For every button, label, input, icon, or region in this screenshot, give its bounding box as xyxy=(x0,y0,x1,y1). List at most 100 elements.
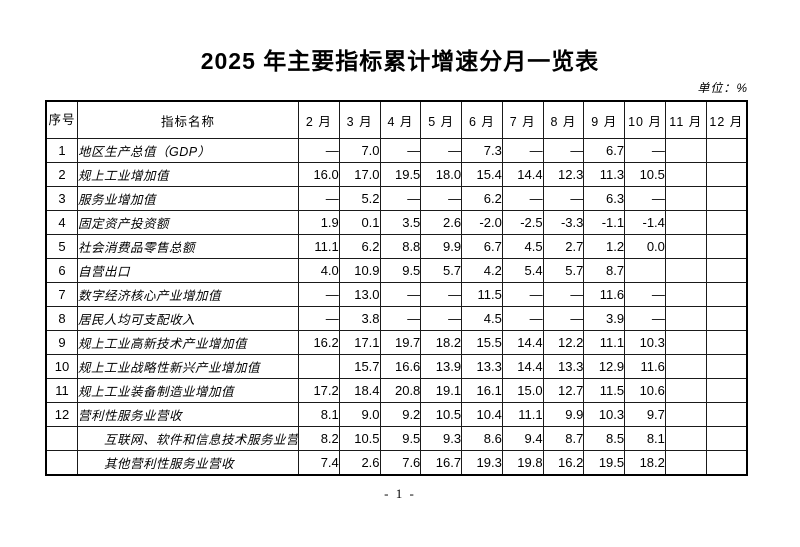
value-cell: 5.4 xyxy=(501,258,544,283)
value-cell: 19.3 xyxy=(461,450,503,476)
row-seq: 8 xyxy=(45,306,78,331)
table-row: 8 居民人均可支配收入 —3.8— —4.5— —3.9— xyxy=(45,306,748,331)
row-name: 服务业增加值 xyxy=(77,186,299,211)
value-cell: 12.2 xyxy=(542,330,585,355)
value-cell: — xyxy=(379,138,422,163)
header-month: 11 月 xyxy=(664,100,707,139)
value-cell: 2.6 xyxy=(420,210,463,235)
row-seq: 2 xyxy=(45,162,78,187)
value-cell: 10.9 xyxy=(338,258,381,283)
value-cell: 12.3 xyxy=(542,162,585,187)
value-cell: — xyxy=(298,282,340,307)
value-cell: 8.1 xyxy=(298,402,340,427)
value-cell xyxy=(705,162,748,187)
table-row: 互联网、软件和信息技术服务业营收 8.2 10.5 9.5 9.3 8.6 9.4 8.7 8… xyxy=(45,426,748,451)
value-cell: 10.6 xyxy=(624,378,666,403)
value-cell: 20.8 xyxy=(379,378,422,403)
value-cell: — xyxy=(420,186,463,211)
value-cell: 10.5 xyxy=(338,426,381,451)
value-cell: 19.5 xyxy=(583,450,626,476)
value-cell: 2.6 xyxy=(338,450,381,476)
value-cell: -1.1 xyxy=(583,210,626,235)
value-cell xyxy=(664,282,707,307)
value-cell: — xyxy=(542,282,585,307)
value-cell: 19.8 xyxy=(501,450,544,476)
row-seq: 11 xyxy=(45,378,78,403)
value-cell: 19.5 xyxy=(379,162,422,187)
header-month: 9 月 xyxy=(583,100,626,139)
value-cell: 9.4 xyxy=(501,426,544,451)
value-cell: 9.2 xyxy=(379,402,422,427)
value-cell: 2.7 xyxy=(542,234,585,259)
value-cell: — xyxy=(624,186,666,211)
value-cell: 9.5 xyxy=(379,258,422,283)
row-seq: 1 xyxy=(45,138,78,163)
header-month: 3 月 xyxy=(338,100,381,139)
value-cell: 9.0 xyxy=(338,402,381,427)
value-cell: 16.0 xyxy=(298,162,340,187)
value-cell xyxy=(705,210,748,235)
value-cell: 3.9 xyxy=(583,306,626,331)
value-cell: — xyxy=(624,138,666,163)
value-cell: 1.9 xyxy=(298,210,340,235)
row-seq xyxy=(45,426,78,451)
value-cell: 6.7 xyxy=(461,234,503,259)
header-month: 8 月 xyxy=(542,100,585,139)
value-cell: — xyxy=(298,186,340,211)
row-seq: 6 xyxy=(45,258,78,283)
row-name: 社会消费品零售总额 xyxy=(77,234,299,259)
value-cell: 16.1 xyxy=(461,378,503,403)
value-cell: — xyxy=(542,138,585,163)
value-cell: — xyxy=(501,138,544,163)
value-cell: — xyxy=(542,306,585,331)
row-name: 规上工业装备制造业增加值 xyxy=(77,378,299,403)
value-cell xyxy=(705,258,748,283)
row-seq: 4 xyxy=(45,210,78,235)
row-name: 规上工业高新技术产业增加值 xyxy=(77,330,299,355)
value-cell: 13.3 xyxy=(461,354,503,379)
table-row: 7 数字经济核心产业增加值 —13.0— —11.5— —11.6— xyxy=(45,282,748,307)
value-cell: 13.9 xyxy=(420,354,463,379)
value-cell: 17.1 xyxy=(338,330,381,355)
value-cell: — xyxy=(501,282,544,307)
value-cell xyxy=(664,306,707,331)
value-cell xyxy=(705,306,748,331)
value-cell: 9.5 xyxy=(379,426,422,451)
value-cell xyxy=(664,378,707,403)
table-row: 10 规上工业战略性新兴产业增加值 15.7 16.6 13.9 13.3 14.4 13… xyxy=(45,354,748,379)
value-cell: 8.8 xyxy=(379,234,422,259)
value-cell: 11.5 xyxy=(461,282,503,307)
value-cell xyxy=(705,378,748,403)
value-cell: 11.5 xyxy=(583,378,626,403)
value-cell: 7.4 xyxy=(298,450,340,476)
row-seq xyxy=(45,450,78,476)
value-cell: 9.9 xyxy=(542,402,585,427)
value-cell xyxy=(664,234,707,259)
value-cell: 4.0 xyxy=(298,258,340,283)
value-cell: — xyxy=(624,306,666,331)
value-cell: 4.2 xyxy=(461,258,503,283)
value-cell: 1.2 xyxy=(583,234,626,259)
value-cell: 11.1 xyxy=(501,402,544,427)
value-cell: 8.2 xyxy=(298,426,340,451)
value-cell xyxy=(664,426,707,451)
value-cell: 18.2 xyxy=(420,330,463,355)
value-cell: 4.5 xyxy=(501,234,544,259)
value-cell: 7.3 xyxy=(461,138,503,163)
value-cell: 15.0 xyxy=(501,378,544,403)
value-cell xyxy=(664,450,707,476)
header-month: 10 月 xyxy=(624,100,666,139)
value-cell xyxy=(705,450,748,476)
value-cell: 8.7 xyxy=(542,426,585,451)
value-cell xyxy=(705,186,748,211)
row-seq: 12 xyxy=(45,402,78,427)
value-cell: 14.4 xyxy=(501,330,544,355)
value-cell xyxy=(705,330,748,355)
value-cell: 5.7 xyxy=(420,258,463,283)
value-cell: 14.4 xyxy=(501,354,544,379)
table-row: 6 自营出口 4.0 10.9 9.5 5.7 4.2 5.4 5.7 8.7 xyxy=(45,258,748,283)
row-seq: 7 xyxy=(45,282,78,307)
value-cell: 3.8 xyxy=(338,306,381,331)
value-cell xyxy=(664,210,707,235)
value-cell: 16.2 xyxy=(542,450,585,476)
